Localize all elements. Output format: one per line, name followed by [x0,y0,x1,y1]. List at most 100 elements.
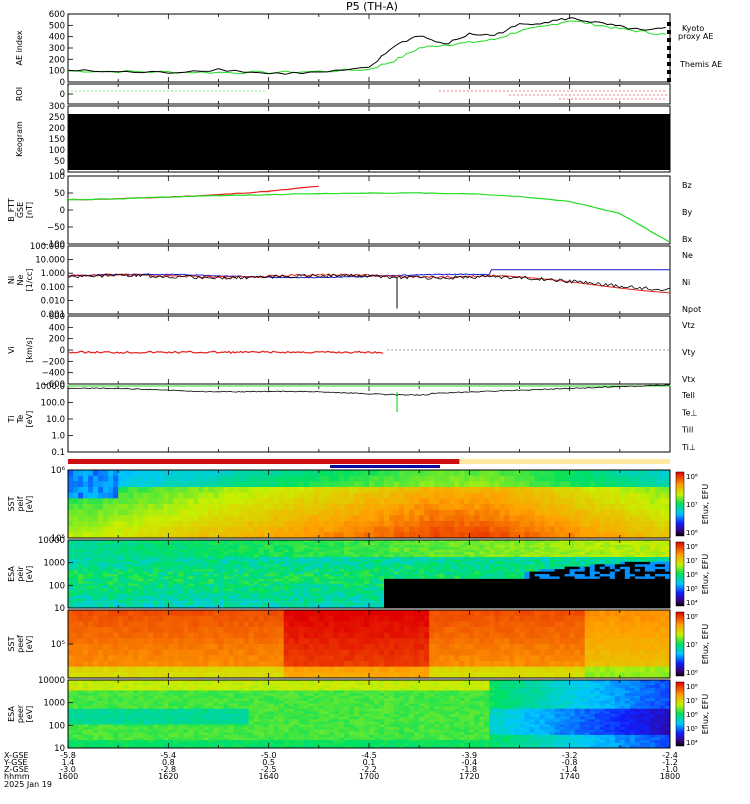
esa-peir-panel-cell [439,591,444,594]
sst-peif-panel-cell [208,510,213,516]
esa-peir-panel-cell [494,557,499,560]
sst-peif-panel-cell [294,532,299,538]
esa-peir-panel-cell [128,574,133,577]
esa-peir-panel-cell [550,591,555,594]
esa-peir-panel-cell [254,547,259,550]
sst-peif-panel-cell [580,504,585,510]
esa-peir-panel-cell [88,603,93,606]
roi-dot [529,94,530,95]
sst-peif-panel-cell [339,476,344,482]
sst-peif-panel-cell [625,487,630,493]
esa-peir-panel-cell [198,545,203,548]
sst-peif-panel-cell [123,504,128,510]
roi-dot [579,98,580,99]
esa-peir-panel-cell [384,591,389,594]
sst-peif-panel-cell [113,527,118,533]
sst-peif-panel-cell [198,498,203,504]
sst-peif-panel-cell [93,532,98,538]
sst-peif-panel-cell [459,470,464,476]
bfield-panel-ylabel: B_FTT [7,198,16,222]
sst-peif-panel-cell [254,532,259,538]
sst-peif-panel-cell [234,487,239,493]
esa-peir-panel-cell [484,603,489,606]
sst-peif-panel-cell [279,510,284,516]
sst-peif-panel-cell [499,504,504,510]
esa-peir-panel-cell [474,579,479,582]
esa-peir-panel-cell [158,579,163,582]
esa-peir-panel-cell [560,601,565,604]
esa-peir-panel-cell [244,572,249,575]
sst-peif-panel-cell [344,504,349,510]
esa-peir-panel-cell [394,559,399,562]
esa-peir-panel-cell [520,562,525,565]
sst-peif-panel-cell [369,493,374,499]
esa-peir-panel-cell [78,567,83,570]
esa-peir-panel-cell [244,596,249,599]
esa-peir-panel-cell [203,596,208,599]
velocity-dot [548,350,549,351]
sst-peif-panel-cell [454,493,459,499]
esa-peir-panel-cell [259,562,264,565]
sst-peif-panel-cell [279,487,284,493]
sst-peif-panel-cell [615,527,620,533]
sst-peif-panel-cell [354,510,359,516]
esa-peir-panel-cell [83,550,88,553]
esa-peir-panel-cell [409,559,414,562]
esa-peir-panel-cell [83,547,88,550]
esa-peir-panel-cell [484,562,489,565]
esa-peir-panel-cell [239,572,244,575]
sst-peif-panel-cell [178,515,183,521]
esa-peir-panel-cell [454,557,459,560]
sst-peif-panel-cell [319,498,324,504]
sst-peif-panel-cell [108,476,113,482]
esa-peir-panel-cell [585,569,590,572]
esa-peir-panel-cell [259,581,264,584]
esa-peir-panel-cell [113,601,118,604]
esa-peir-panel-cell [88,567,93,570]
esa-peir-panel-cell [118,581,123,584]
velocity-dot [568,350,569,351]
esa-peir-panel-cell [504,579,509,582]
esa-peir-panel-cell [138,572,143,575]
sst-peif-panel-cell [314,476,319,482]
sst-peif-panel-cell [630,498,635,504]
ae-right-tick [667,22,671,26]
esa-peir-panel-cell [269,603,274,606]
esa-peir-panel-cell [73,547,78,550]
esa-peir-panel-cell [550,559,555,562]
sst-peif-panel-cell [660,487,665,493]
esa-peir-panel-cell [173,581,178,584]
esa-peir-panel-cell [203,581,208,584]
velocity-dot [460,350,461,351]
roi-dot [657,94,658,95]
sst-peif-panel-cell [324,532,329,538]
esa-peir-panel-cell [319,545,324,548]
esa-peir-panel-cell [434,586,439,589]
esa-peir-panel-cell [274,569,279,572]
sst-peif-panel-cell [550,498,555,504]
esa-peir-panel-cell [324,576,329,579]
esa-peir-panel-cell [484,596,489,599]
esa-peir-panel-cell [499,581,504,584]
esa-peir-panel-cell [304,576,309,579]
esa-peir-panel-cell [575,603,580,606]
sst-peif-panel-cell [389,493,394,499]
esa-peir-panel-cell [329,545,334,548]
esa-peir-panel-cell [459,598,464,601]
esa-peir-panel-cell [334,564,339,567]
sst-peif-panel-cell [349,481,354,487]
roi-dot [235,90,236,91]
esa-peir-panel-cell [364,576,369,579]
esa-peir-panel-cell [219,579,224,582]
sst-peif-panel-cell [580,470,585,476]
roi-dot [605,94,606,95]
esa-peir-panel-cell [344,562,349,565]
sst-peif-panel-cell [229,487,234,493]
sst-peif-panel-cell [479,521,484,527]
esa-peir-panel-cell [118,598,123,601]
sst-peif-panel-cell [128,510,133,516]
esa-peir-panel-cell [269,589,274,592]
esa-peir-panel-cell [183,581,188,584]
esa-peir-panel-cell [414,552,419,555]
esa-peir-panel-cell [173,542,178,545]
